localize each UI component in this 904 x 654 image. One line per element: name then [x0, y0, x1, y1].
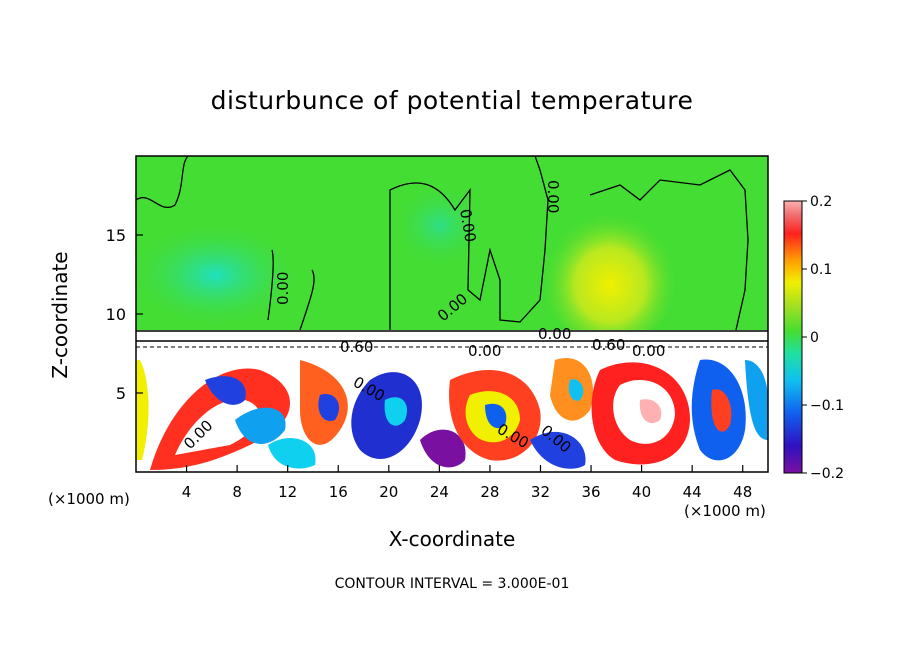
contour-label: 0.00: [544, 180, 562, 213]
x-tick-label: 36: [581, 483, 600, 501]
colorbar: [783, 200, 803, 474]
x-tick-label: 40: [632, 483, 651, 501]
x-axis-ticks: 4 8 12 16 20 24 28 32 36 40 44 48: [182, 465, 752, 501]
x-tick-label: 48: [733, 483, 752, 501]
x-tick-label: 12: [278, 483, 297, 501]
x-tick-label: 24: [430, 483, 449, 501]
x-tick-label: 8: [232, 483, 242, 501]
y-axis-ticks: 5 10 15: [106, 226, 143, 403]
colorbar-tick-label: −0.2: [810, 466, 844, 482]
x-tick-label: 20: [379, 483, 398, 501]
heatmap-field: [136, 156, 768, 472]
y-tick-label: 15: [106, 226, 126, 245]
x-tick-label: 16: [329, 483, 348, 501]
contour-label: 0.60: [592, 336, 625, 354]
x-axis-label: X-coordinate: [0, 527, 904, 551]
x-axis-label-text: X-coordinate: [388, 527, 516, 551]
contour-label: 0.00: [274, 272, 292, 305]
cool-anomaly: [136, 220, 305, 330]
chart-title: disturbunce of potential temperature: [210, 86, 694, 115]
warm-anomaly: [540, 195, 680, 345]
contour-label: 0.00: [468, 342, 501, 360]
colorbar-tick-label: −0.1: [810, 398, 844, 414]
contour-label: 0.00: [632, 342, 665, 360]
contour-label: 0.60: [340, 338, 373, 356]
y-tick-label: 10: [106, 305, 126, 324]
y-tick-label: 5: [116, 384, 126, 403]
colorbar-tick-label: 0: [810, 330, 819, 346]
colorbar-tick-label: 0.1: [810, 262, 832, 278]
x-unit-left: (×1000 m): [48, 490, 130, 508]
x-tick-label: 4: [182, 483, 192, 501]
contour-label: 0.00: [456, 208, 480, 244]
x-tick-label: 32: [531, 483, 550, 501]
contour-label: 0.00: [538, 325, 571, 343]
zero-contours: [136, 156, 749, 331]
x-tick-label: 28: [480, 483, 499, 501]
contour-interval-note: CONTOUR INTERVAL = 3.000E-01: [334, 576, 570, 592]
cool-anomaly-2: [390, 180, 490, 270]
x-unit-right: (×1000 m): [684, 502, 766, 520]
boundary-layer-turbulence: [136, 340, 768, 472]
x-tick-label: 44: [683, 483, 702, 501]
colorbar-ticks: 0.2 0.1 0 −0.1 −0.2: [802, 194, 844, 482]
colorbar-tick-label: 0.2: [810, 194, 832, 210]
inversion-layer: [136, 330, 768, 342]
